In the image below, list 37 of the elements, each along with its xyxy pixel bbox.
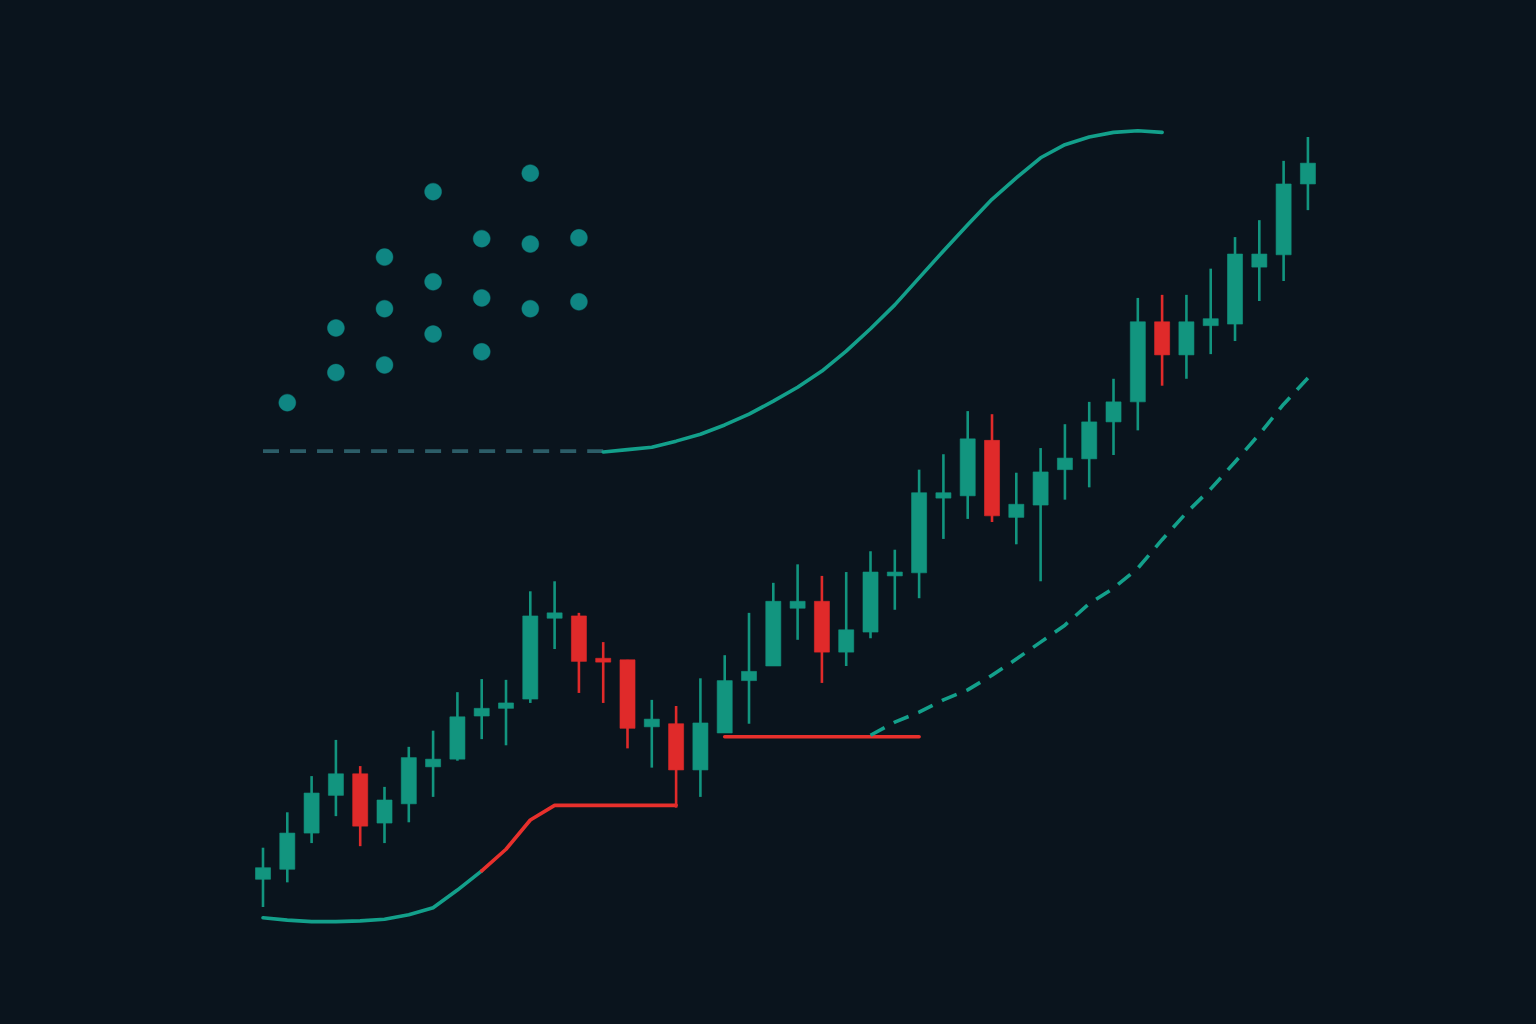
candlestick	[789, 563, 806, 642]
point	[570, 293, 588, 311]
point	[473, 289, 491, 307]
candlestick	[1251, 218, 1268, 303]
point	[521, 235, 540, 253]
candlestick	[1008, 471, 1025, 546]
point	[521, 164, 540, 182]
point	[473, 229, 491, 248]
point	[375, 300, 394, 318]
candlestick	[425, 729, 441, 799]
point	[327, 319, 345, 337]
candlestick	[741, 611, 757, 726]
point	[375, 356, 394, 374]
candlestick	[328, 738, 344, 818]
candlestick	[1105, 377, 1122, 457]
point	[424, 182, 442, 201]
candlestick	[473, 677, 490, 741]
point	[278, 393, 296, 412]
candlestick	[546, 579, 563, 651]
candlestick	[643, 698, 660, 769]
point	[424, 273, 442, 291]
point	[375, 248, 394, 266]
candlestick	[255, 846, 271, 909]
point	[521, 300, 540, 318]
point	[570, 229, 588, 247]
candlestick	[376, 785, 393, 845]
candlestick	[1057, 422, 1073, 501]
candlestick	[1300, 135, 1316, 212]
candlestick	[595, 640, 612, 705]
point	[424, 325, 442, 343]
point	[327, 363, 345, 382]
candlestick	[838, 570, 855, 668]
point	[473, 343, 491, 361]
candlestick	[498, 678, 514, 747]
candlestick	[935, 452, 952, 541]
candlestick	[1202, 267, 1219, 356]
candlestick	[886, 548, 903, 612]
